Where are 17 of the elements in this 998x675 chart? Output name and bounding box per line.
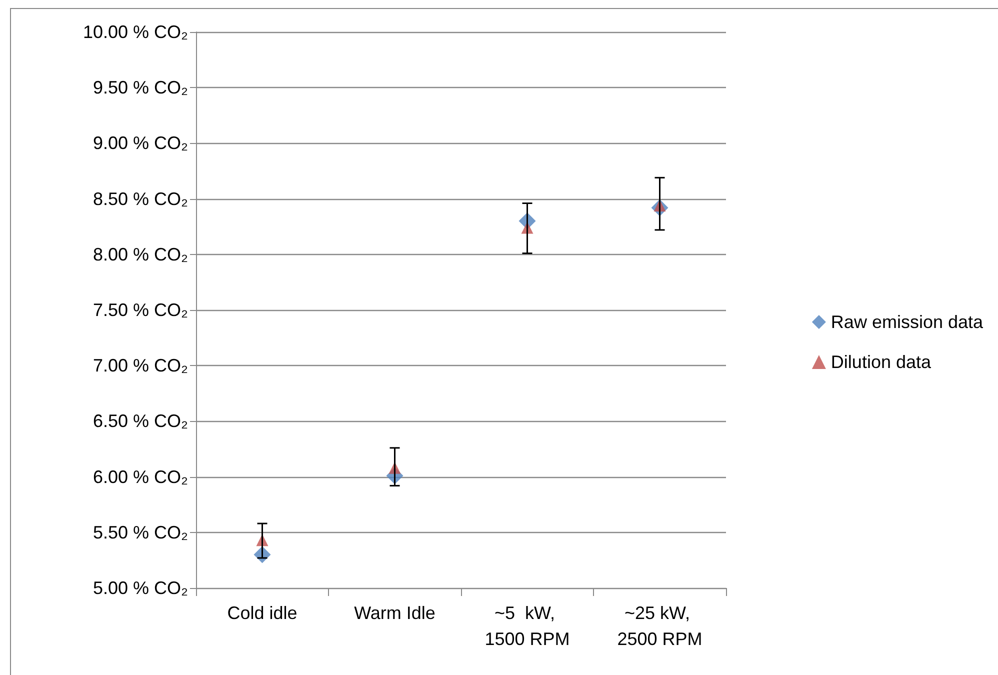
y-tick-label: 5.00 % CO₂ <box>92 578 188 598</box>
y-tick-label: 6.00 % CO₂ <box>92 466 188 487</box>
x-tick-label: Warm Idle <box>354 603 436 623</box>
y-tick-label: 7.50 % CO₂ <box>92 300 188 320</box>
y-tick-label: 10.00 % CO₂ <box>82 22 188 42</box>
legend-label: Dilution data <box>830 352 932 372</box>
x-tick-label: ~5 kW, 1500 RPM <box>484 603 570 649</box>
x-tick-label: Cold idle <box>227 603 298 623</box>
x-tick-label: ~25 kW, 2500 RPM <box>617 603 702 649</box>
y-tick-label: 9.50 % CO₂ <box>92 78 188 98</box>
y-tick-label: 7.00 % CO₂ <box>92 356 188 376</box>
y-tick-label: 9.00 % CO₂ <box>92 133 188 154</box>
y-tick-label: 6.50 % CO₂ <box>92 411 188 432</box>
y-tick-label: 8.50 % CO₂ <box>92 188 188 209</box>
y-tick-label: 5.50 % CO₂ <box>92 522 188 542</box>
y-tick-label: 8.00 % CO₂ <box>92 244 188 264</box>
legend-label: Raw emission data <box>830 312 984 332</box>
